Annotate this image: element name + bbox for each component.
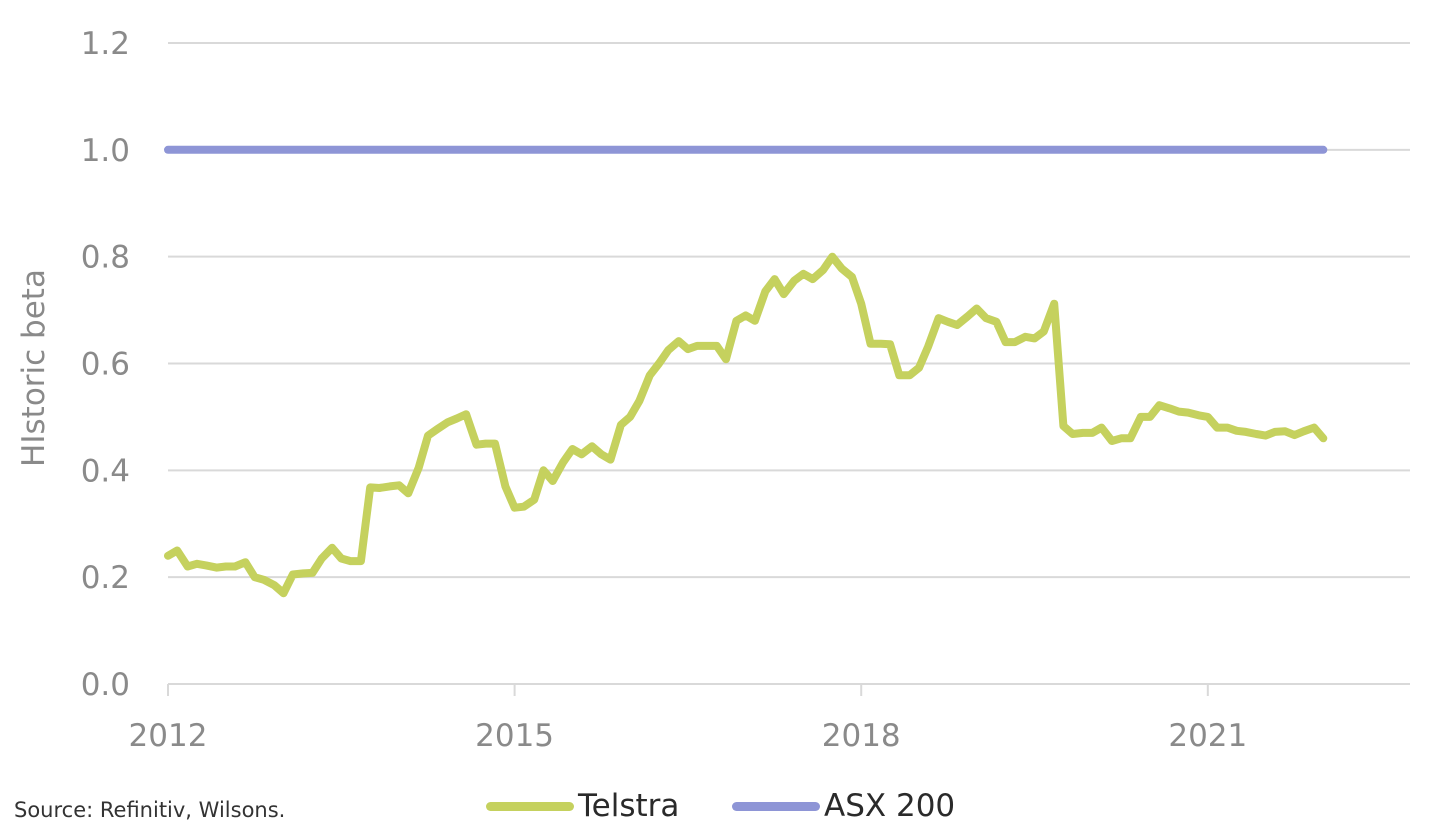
legend-swatch-telstra [486, 801, 574, 811]
gridlines [168, 42, 1410, 579]
x-tick-label: 2021 [1168, 718, 1247, 754]
legend-item-asx200: ASX 200 [732, 786, 955, 826]
y-tick-label: 1.0 [81, 133, 130, 169]
x-tick-label: 2012 [129, 718, 208, 754]
legend-swatch-asx200 [732, 801, 820, 811]
legend-label-asx200: ASX 200 [824, 788, 956, 824]
axes: 0.0 0.2 0.4 0.6 0.8 1.0 1.2 2012 2015 2018 2021 [81, 26, 1410, 754]
series-group [164, 145, 1328, 598]
legend-label-telstra: Telstra [578, 788, 680, 824]
series-line-telstra [164, 252, 1328, 598]
y-tick-label: 0.0 [81, 667, 130, 703]
y-tick-label: 0.4 [81, 453, 130, 489]
legend-item-telstra: Telstra [486, 786, 679, 826]
y-tick-label: 0.8 [81, 240, 130, 276]
y-tick-label: 0.2 [81, 560, 130, 596]
y-tick-label: 0.6 [81, 347, 130, 383]
source-note: Source: Refinitiv, Wilsons. [14, 798, 286, 822]
x-tick-label: 2015 [475, 718, 554, 754]
x-tick-label: 2018 [822, 718, 901, 754]
y-tick-label: 1.2 [81, 26, 130, 62]
y-axis-label: HIstoric beta [16, 269, 52, 467]
